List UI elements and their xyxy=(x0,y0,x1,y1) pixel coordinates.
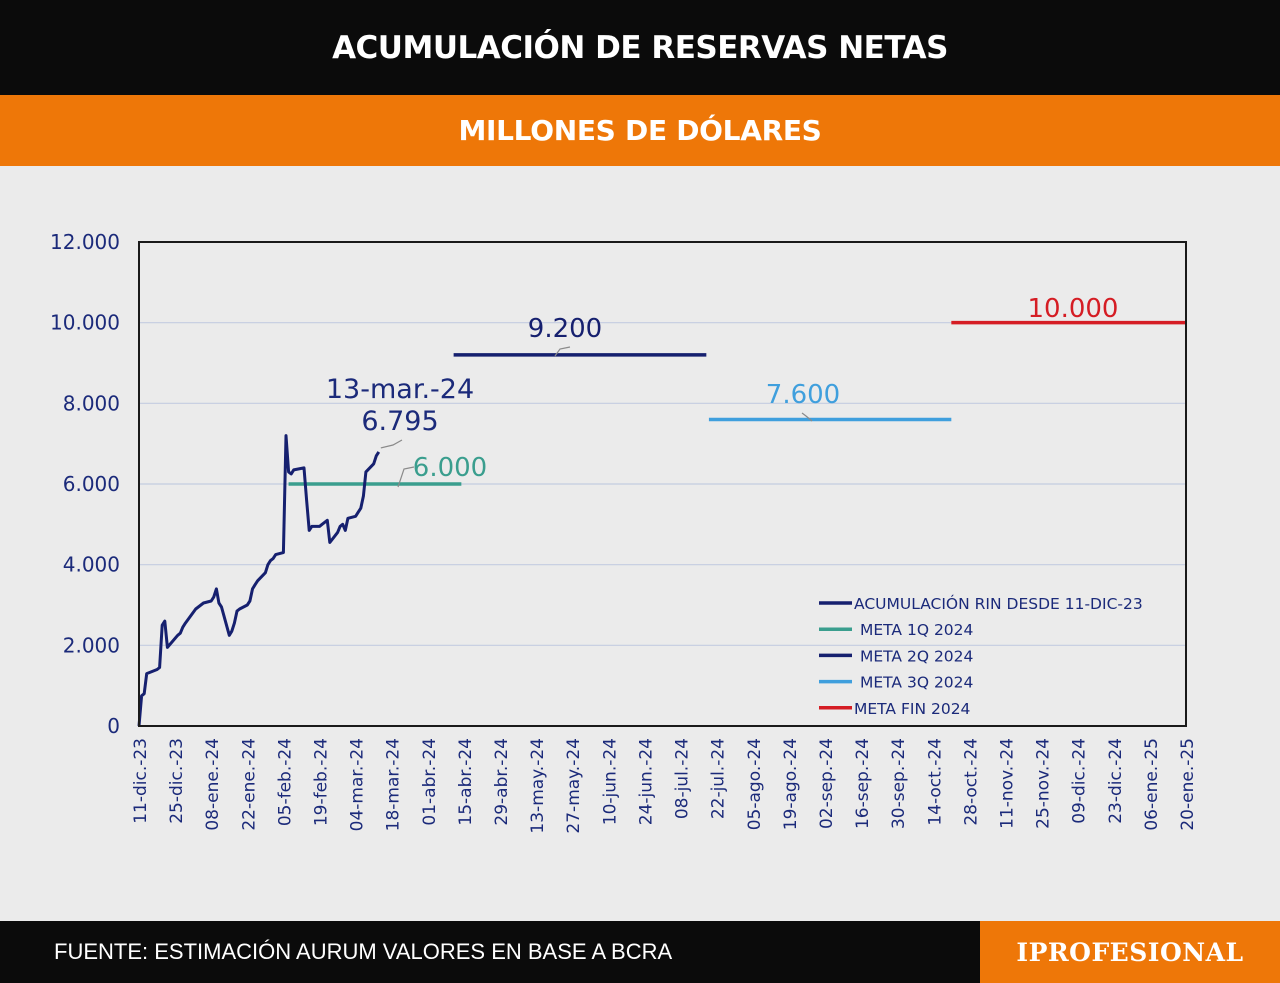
legend-label: META 3Q 2024 xyxy=(860,674,973,692)
annotation-leader xyxy=(380,439,403,449)
x-tick-label: 25-dic.-23 xyxy=(167,738,187,824)
label-leader xyxy=(554,346,571,357)
target-value-label: 6.000 xyxy=(413,453,487,483)
label-leader xyxy=(801,412,813,422)
target-value-label: 9.200 xyxy=(528,314,602,344)
legend-label: META 1Q 2024 xyxy=(860,621,973,639)
x-tick-label: 23-dic.-24 xyxy=(1106,738,1126,824)
y-tick-label: 10.000 xyxy=(50,311,120,335)
legend-label: META FIN 2024 xyxy=(854,700,970,718)
x-tick-label: 13-may.-24 xyxy=(528,738,548,834)
target-value-label: 7.600 xyxy=(766,380,840,410)
y-tick-label: 6.000 xyxy=(63,472,120,496)
x-tick-label: 19-feb.-24 xyxy=(312,738,332,826)
label-leader xyxy=(397,466,415,488)
chart-subtitle: MILLONES DE DÓLARES xyxy=(458,114,822,147)
x-tick-label: 08-jul.-24 xyxy=(673,738,693,819)
reserves-line-chart: 0 2.000 4.000 6.000 8.000 10.000 12.000 11-dic.… xyxy=(50,230,1198,834)
legend-label: META 2Q 2024 xyxy=(860,647,973,665)
x-tick-label: 22-jul.-24 xyxy=(709,738,729,819)
x-tick-label: 09-dic.-24 xyxy=(1070,738,1090,824)
x-tick-label: 14-oct.-24 xyxy=(925,738,945,826)
x-tick-label: 20-ene.-25 xyxy=(1178,738,1198,831)
x-tick-label: 15-abr.-24 xyxy=(456,738,476,826)
x-tick-label: 02-sep.-24 xyxy=(817,738,837,829)
x-tick-label: 06-ene.-25 xyxy=(1142,738,1162,831)
x-tick-label: 29-abr.-24 xyxy=(492,738,512,826)
y-tick-label: 2.000 xyxy=(63,633,120,657)
y-tick-label: 12.000 xyxy=(50,230,120,254)
y-tick-label: 4.000 xyxy=(63,553,120,577)
x-tick-label: 01-abr.-24 xyxy=(420,738,440,826)
y-tick-label: 8.000 xyxy=(63,391,120,415)
x-tick-label: 08-ene.-24 xyxy=(203,738,223,831)
target-value-label: 10.000 xyxy=(1028,294,1119,324)
x-tick-label: 05-ago.-24 xyxy=(745,738,765,830)
plot-frame xyxy=(138,241,1187,727)
x-tick-label: 11-nov.-24 xyxy=(997,738,1017,829)
annotation-date: 13-mar.-24 xyxy=(326,374,474,405)
annotation-value: 6.795 xyxy=(361,406,438,437)
footer-bar: FUENTE: ESTIMACIÓN AURUM VALORES EN BASE… xyxy=(0,921,1280,983)
chart-title: ACUMULACIÓN DE RESERVAS NETAS xyxy=(332,29,948,66)
x-tick-label: 18-mar.-24 xyxy=(384,738,404,831)
x-tick-label: 16-sep.-24 xyxy=(853,738,873,829)
x-tick-label: 22-ene.-24 xyxy=(239,738,259,831)
x-tick-label: 24-jun.-24 xyxy=(636,738,656,825)
x-tick-label: 10-jun.-24 xyxy=(600,738,620,825)
brand-logo-box: IPROFESIONAL xyxy=(980,921,1280,983)
x-tick-label: 05-feb.-24 xyxy=(275,738,295,826)
x-tick-label: 28-oct.-24 xyxy=(961,738,981,826)
title-bar: ACUMULACIÓN DE RESERVAS NETAS xyxy=(0,0,1280,95)
source-note: FUENTE: ESTIMACIÓN AURUM VALORES EN BASE… xyxy=(54,939,673,964)
x-tick-label: 19-ago.-24 xyxy=(781,738,801,830)
subtitle-bar: MILLONES DE DÓLARES xyxy=(0,95,1280,166)
legend-label: ACUMULACIÓN RIN DESDE 11-DIC-23 xyxy=(854,594,1143,613)
y-tick-label: 0 xyxy=(107,714,120,738)
rin-accumulation-line xyxy=(137,434,381,727)
x-tick-label: 04-mar.-24 xyxy=(348,738,368,831)
x-tick-label: 25-nov.-24 xyxy=(1034,738,1054,829)
x-tick-label: 11-dic.-23 xyxy=(131,738,151,824)
brand-logo: IPROFESIONAL xyxy=(1016,937,1244,967)
x-tick-label: 30-sep.-24 xyxy=(889,738,909,829)
x-tick-label: 27-may.-24 xyxy=(564,738,584,834)
